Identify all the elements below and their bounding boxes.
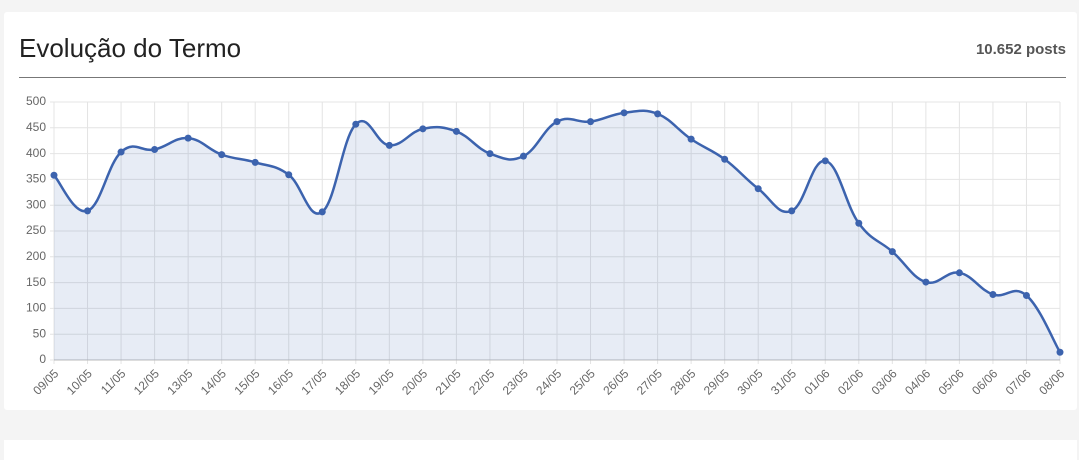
point (117, 148, 125, 156)
x-tick-label: 01/06 (801, 366, 832, 397)
x-tick-label: 04/06 (902, 366, 933, 397)
point (184, 134, 192, 142)
total-posts: 10.652 posts (976, 41, 1066, 58)
x-tick-label: 25/05 (567, 366, 598, 397)
x-tick-label: 02/06 (835, 366, 866, 397)
y-tick-label: 400 (26, 146, 46, 160)
point (352, 120, 360, 128)
x-tick-label: 13/05 (164, 366, 195, 397)
point (218, 151, 226, 159)
y-tick-label: 500 (26, 94, 46, 108)
x-tick-label: 18/05 (332, 366, 363, 397)
point (821, 157, 829, 165)
x-tick-label: 12/05 (131, 366, 162, 397)
x-tick-label: 28/05 (667, 366, 698, 397)
x-tick-label: 17/05 (298, 366, 329, 397)
point (855, 219, 863, 227)
x-tick-label: 08/06 (1036, 366, 1067, 397)
x-tick-label: 24/05 (533, 366, 564, 397)
x-tick-label: 07/06 (1003, 366, 1034, 397)
x-tick-label: 06/06 (969, 366, 1000, 397)
x-tick-label: 26/05 (600, 366, 631, 397)
y-tick-label: 100 (26, 301, 46, 315)
point (1022, 292, 1030, 299)
x-tick-label: 21/05 (433, 366, 464, 397)
point (788, 207, 796, 215)
area (54, 110, 1060, 360)
y-tick-label: 250 (26, 223, 46, 237)
point (687, 135, 695, 143)
point (285, 171, 293, 179)
point (587, 118, 595, 126)
point (1056, 348, 1064, 356)
point (50, 171, 58, 179)
page: Evolução do Termo 10.652 posts 0 50 100 150… (4, 12, 1077, 460)
point (452, 127, 460, 135)
point (318, 208, 326, 216)
chart: Evolução do Termo 10.652 posts 0 50 100 150… (19, 33, 1068, 398)
y-tick-label: 300 (26, 197, 46, 211)
point (721, 155, 729, 163)
x-tick-label: 16/05 (265, 366, 296, 397)
point (151, 145, 159, 153)
x-tick-label: 20/05 (399, 366, 430, 397)
point (84, 207, 92, 215)
point (486, 150, 494, 158)
y-tick-label: 200 (26, 249, 46, 263)
point (888, 248, 896, 256)
point (385, 141, 393, 149)
x-tick-label: 19/05 (366, 366, 397, 397)
point (955, 269, 963, 277)
point (654, 110, 662, 118)
x-tick-label: 22/05 (466, 366, 497, 397)
point (519, 152, 527, 160)
point (419, 125, 427, 133)
y-tick-label: 350 (26, 172, 46, 186)
x-tick-label: 23/05 (500, 366, 531, 397)
x-tick-label: 05/06 (936, 366, 967, 397)
x-tick-label: 31/05 (768, 366, 799, 397)
y-tick-label: 150 (26, 275, 46, 289)
card (4, 12, 1077, 410)
x-tick-label: 09/05 (30, 366, 61, 397)
x-tick-label: 27/05 (634, 366, 665, 397)
x-tick-label: 30/05 (734, 366, 765, 397)
point (620, 109, 628, 117)
point (754, 185, 762, 193)
x-tick-label: 14/05 (198, 366, 229, 397)
point (922, 278, 930, 286)
x-tick-label: 15/05 (231, 366, 262, 397)
y-tick-label: 50 (33, 326, 47, 340)
y-tick-label: 450 (26, 120, 46, 134)
point (251, 158, 259, 166)
point (989, 290, 997, 298)
y-tick-label: 0 (39, 352, 46, 366)
x-tick-label: 11/05 (98, 366, 129, 397)
point (553, 118, 561, 126)
chart-title: Evolução do Termo (19, 33, 241, 63)
x-tick-label: 03/06 (869, 366, 900, 397)
x-tick-label: 29/05 (701, 366, 732, 397)
x-tick-label: 10/05 (64, 366, 95, 397)
